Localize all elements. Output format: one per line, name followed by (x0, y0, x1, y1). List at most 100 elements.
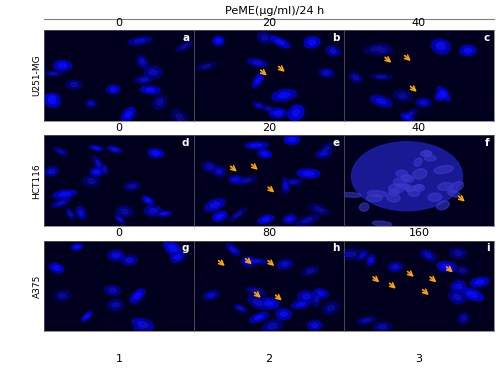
Ellipse shape (455, 284, 462, 289)
Ellipse shape (272, 89, 296, 101)
Ellipse shape (388, 184, 404, 193)
Ellipse shape (396, 184, 408, 188)
Ellipse shape (454, 251, 462, 255)
Ellipse shape (90, 168, 103, 176)
Ellipse shape (320, 161, 333, 173)
Ellipse shape (134, 293, 141, 299)
Ellipse shape (52, 198, 70, 207)
Ellipse shape (274, 111, 282, 115)
Ellipse shape (288, 105, 304, 121)
Ellipse shape (253, 61, 262, 64)
Text: HCT116: HCT116 (32, 163, 42, 199)
Ellipse shape (68, 212, 72, 216)
Ellipse shape (115, 215, 124, 224)
Ellipse shape (213, 36, 224, 45)
Ellipse shape (292, 109, 300, 116)
Ellipse shape (94, 170, 100, 174)
Ellipse shape (53, 190, 76, 198)
Text: 0: 0 (116, 123, 122, 133)
Ellipse shape (96, 160, 101, 167)
Ellipse shape (357, 250, 368, 260)
Ellipse shape (350, 73, 362, 82)
Ellipse shape (442, 265, 452, 269)
Ellipse shape (54, 291, 70, 301)
Ellipse shape (320, 143, 332, 156)
Ellipse shape (76, 207, 86, 219)
Ellipse shape (88, 102, 94, 105)
Ellipse shape (315, 207, 324, 212)
Ellipse shape (58, 149, 64, 153)
Ellipse shape (403, 175, 411, 180)
Ellipse shape (448, 190, 460, 197)
Ellipse shape (74, 246, 80, 248)
Ellipse shape (250, 312, 268, 323)
Ellipse shape (378, 325, 386, 329)
Ellipse shape (282, 262, 288, 266)
Ellipse shape (206, 165, 212, 169)
Ellipse shape (256, 104, 262, 107)
Ellipse shape (404, 184, 411, 192)
Ellipse shape (54, 266, 60, 270)
Ellipse shape (413, 169, 426, 179)
Ellipse shape (406, 112, 413, 117)
Ellipse shape (258, 32, 272, 43)
Ellipse shape (436, 201, 450, 210)
Text: 40: 40 (412, 123, 426, 133)
Ellipse shape (142, 197, 153, 204)
Ellipse shape (449, 291, 466, 304)
Ellipse shape (124, 182, 140, 190)
Ellipse shape (371, 96, 392, 107)
Ellipse shape (366, 195, 382, 202)
Ellipse shape (197, 63, 216, 70)
Ellipse shape (296, 215, 318, 226)
Ellipse shape (60, 192, 70, 196)
Ellipse shape (408, 190, 420, 197)
Ellipse shape (228, 176, 242, 183)
Ellipse shape (148, 149, 164, 157)
Ellipse shape (140, 59, 144, 64)
Ellipse shape (246, 259, 251, 264)
Ellipse shape (304, 171, 314, 176)
Ellipse shape (366, 255, 375, 266)
Ellipse shape (230, 208, 246, 221)
Ellipse shape (318, 291, 324, 296)
Ellipse shape (320, 152, 327, 155)
Ellipse shape (268, 323, 277, 329)
Ellipse shape (310, 204, 329, 215)
Ellipse shape (136, 76, 152, 83)
Ellipse shape (128, 184, 136, 188)
Ellipse shape (438, 183, 453, 190)
Ellipse shape (464, 48, 471, 53)
Ellipse shape (280, 312, 287, 316)
Ellipse shape (245, 142, 268, 148)
Ellipse shape (122, 256, 137, 265)
Ellipse shape (176, 41, 192, 52)
Ellipse shape (253, 102, 266, 109)
Ellipse shape (254, 300, 262, 306)
Ellipse shape (392, 265, 398, 269)
Ellipse shape (401, 113, 413, 121)
Ellipse shape (276, 39, 284, 45)
Ellipse shape (108, 146, 122, 152)
Ellipse shape (216, 39, 221, 43)
Ellipse shape (138, 322, 147, 327)
Ellipse shape (112, 148, 117, 151)
Ellipse shape (323, 146, 329, 152)
Ellipse shape (369, 258, 372, 263)
Ellipse shape (326, 46, 340, 56)
Ellipse shape (168, 245, 176, 251)
Ellipse shape (460, 45, 476, 56)
Ellipse shape (252, 290, 260, 294)
Ellipse shape (226, 244, 240, 255)
Ellipse shape (134, 39, 145, 43)
Ellipse shape (134, 320, 152, 332)
Ellipse shape (414, 158, 422, 166)
Ellipse shape (79, 210, 83, 216)
Text: c: c (483, 33, 490, 43)
Ellipse shape (104, 286, 120, 295)
Ellipse shape (262, 218, 269, 221)
Text: e: e (332, 138, 340, 148)
Ellipse shape (144, 66, 162, 78)
Ellipse shape (204, 291, 219, 300)
Ellipse shape (456, 266, 469, 275)
